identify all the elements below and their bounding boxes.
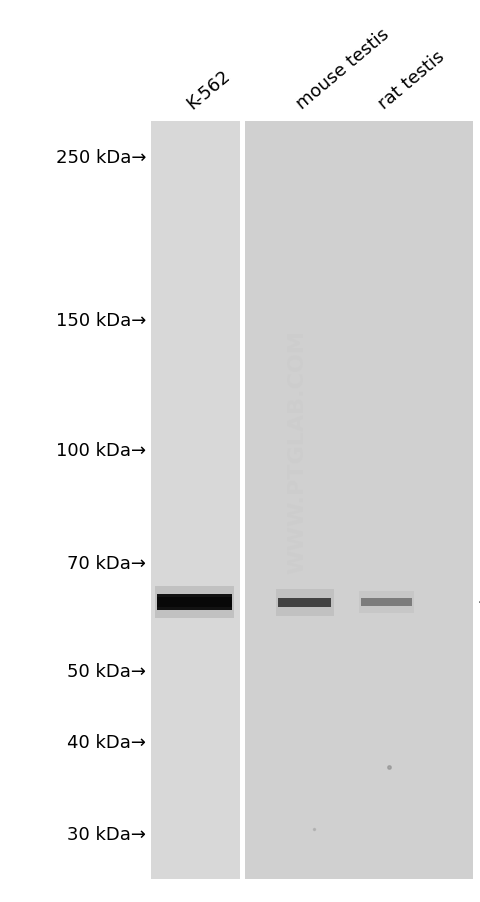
Bar <box>151 122 242 879</box>
Bar <box>276 589 334 616</box>
Bar <box>157 600 232 605</box>
Bar <box>155 586 234 619</box>
Bar <box>157 599 232 606</box>
Bar <box>278 598 331 607</box>
Bar <box>157 601 232 604</box>
Bar <box>157 601 232 603</box>
Text: 30 kDa→: 30 kDa→ <box>67 824 146 842</box>
Bar <box>157 600 232 605</box>
Bar <box>157 598 232 606</box>
Bar <box>157 601 232 604</box>
Text: 250 kDa→: 250 kDa→ <box>56 149 146 167</box>
Text: 40 kDa→: 40 kDa→ <box>67 733 146 751</box>
Text: WWW.PTGLAB.COM: WWW.PTGLAB.COM <box>288 329 308 573</box>
Text: mouse testis: mouse testis <box>293 25 393 113</box>
Bar <box>157 599 232 606</box>
Text: rat testis: rat testis <box>375 48 448 113</box>
Bar <box>157 598 232 607</box>
Bar <box>157 597 232 607</box>
Text: 150 kDa→: 150 kDa→ <box>56 312 146 330</box>
Text: 70 kDa→: 70 kDa→ <box>67 555 146 573</box>
Bar <box>157 601 232 604</box>
Bar <box>157 600 232 605</box>
Bar <box>157 598 232 606</box>
Bar <box>157 598 232 607</box>
Bar <box>157 600 232 605</box>
Text: 50 kDa→: 50 kDa→ <box>67 662 146 680</box>
Bar <box>157 601 232 603</box>
Bar <box>359 592 414 613</box>
Bar <box>157 594 232 611</box>
Bar <box>242 122 473 879</box>
Bar <box>361 599 412 606</box>
Text: K-562: K-562 <box>183 67 233 113</box>
Bar <box>157 601 232 604</box>
Text: 100 kDa→: 100 kDa→ <box>56 441 146 459</box>
Bar <box>157 598 232 607</box>
Bar <box>240 122 245 879</box>
Bar <box>157 597 232 607</box>
Bar <box>157 598 232 607</box>
